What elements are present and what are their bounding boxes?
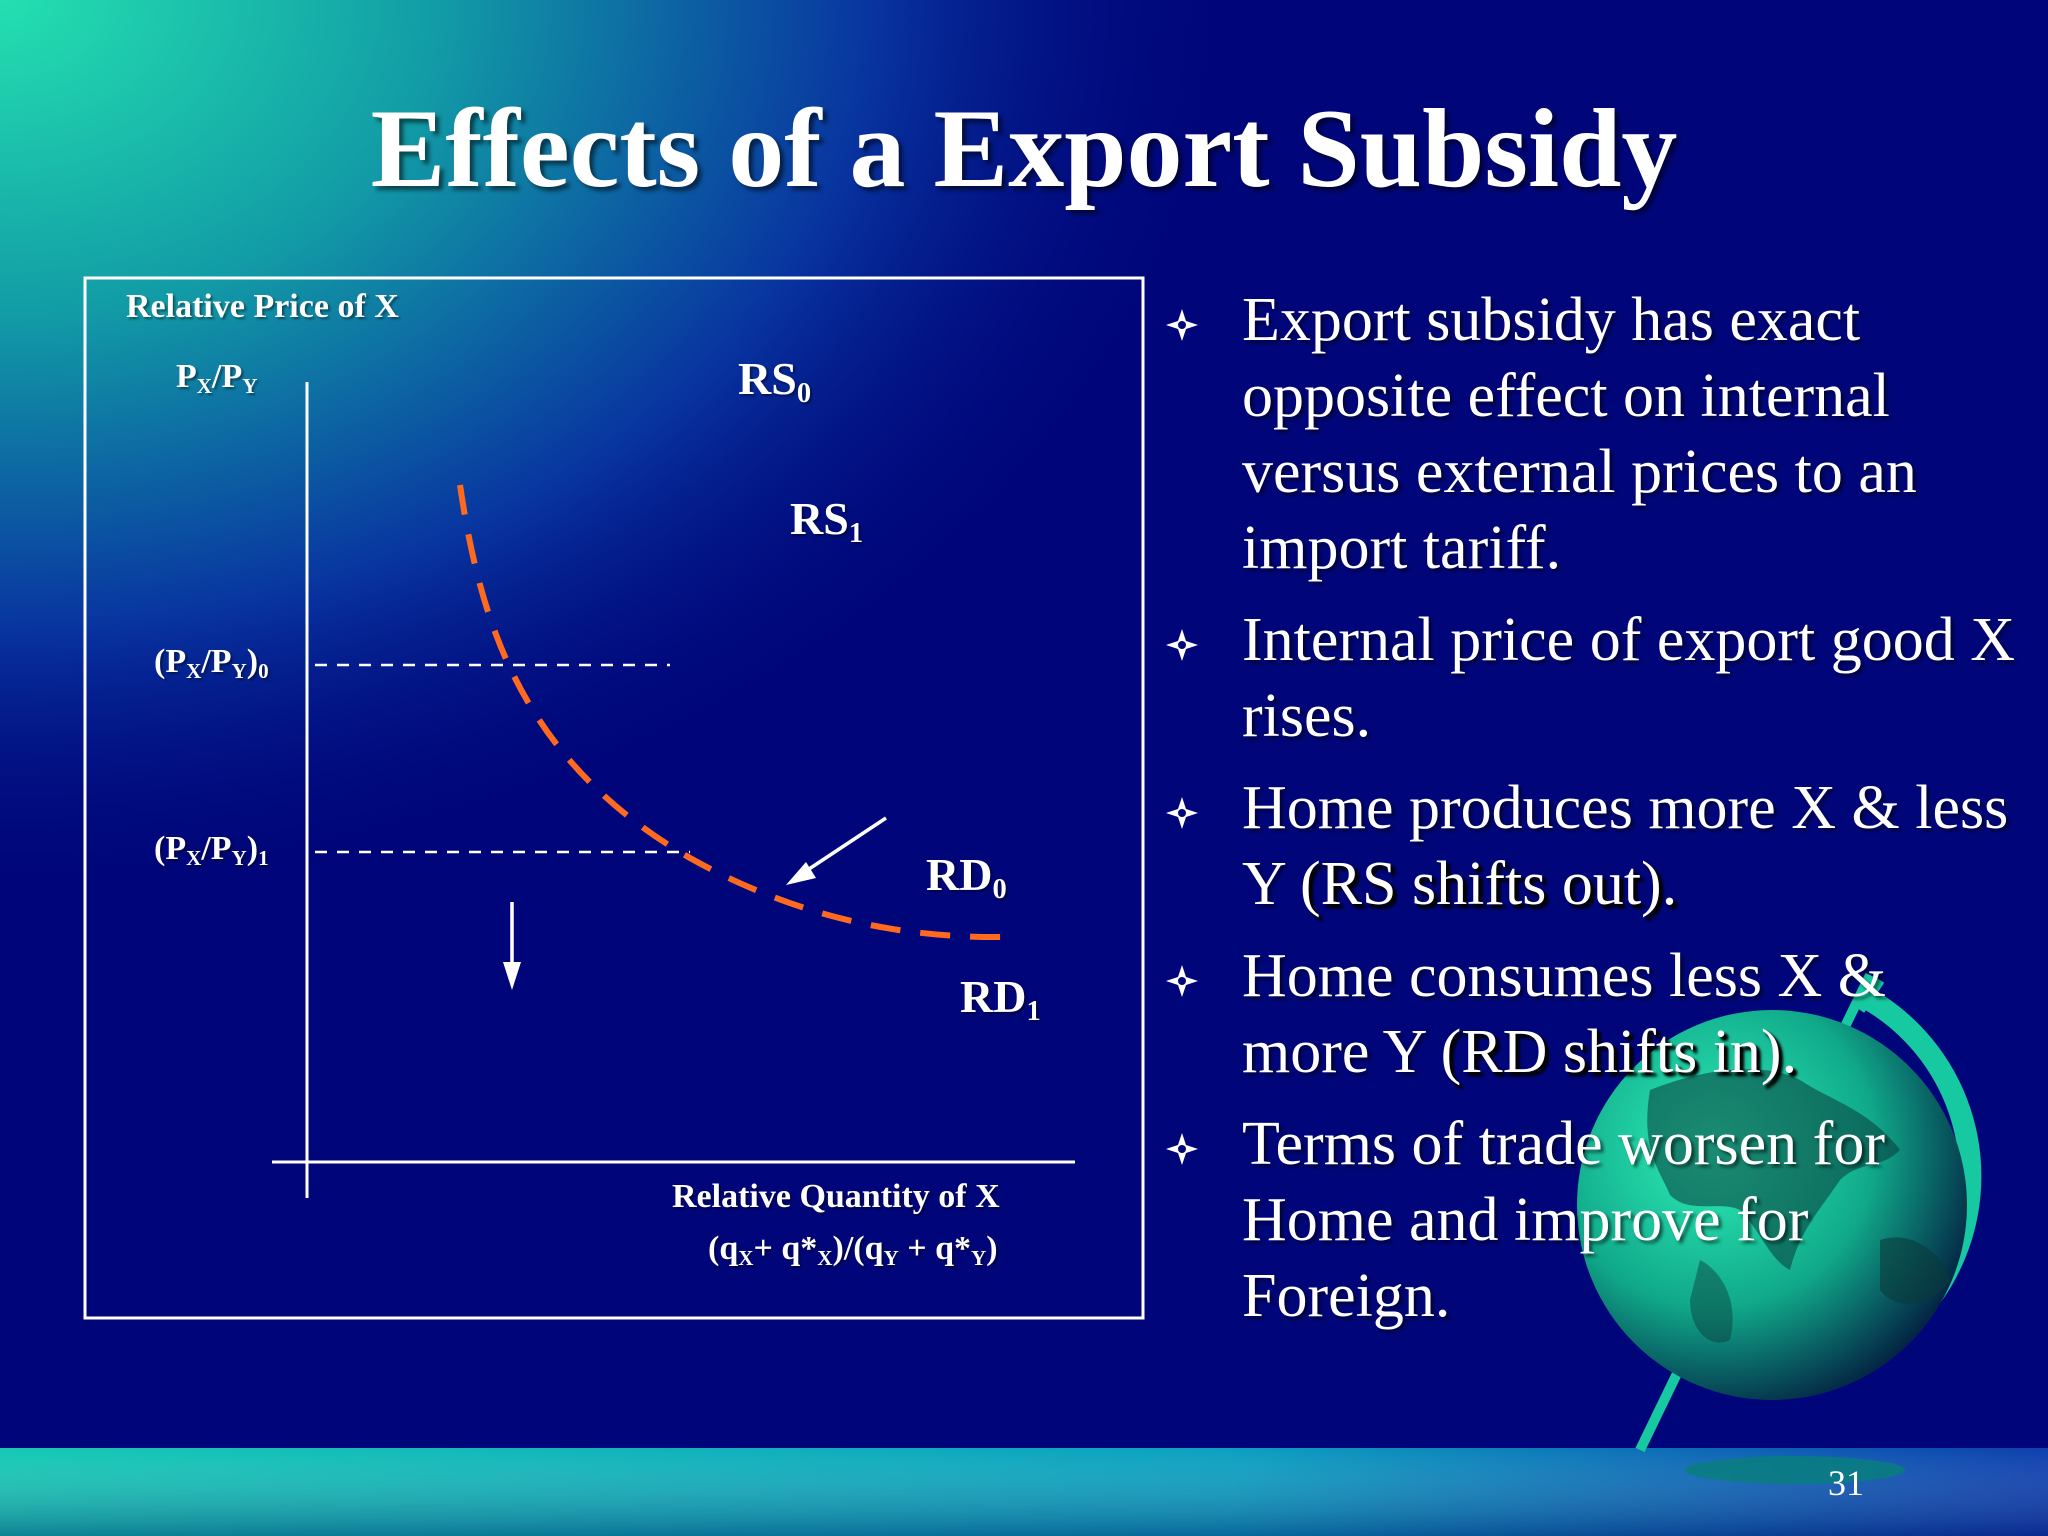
- bullet-item: Home consumes less X & more Y (RD shifts…: [1160, 938, 2020, 1090]
- bullet-item: Terms of trade worsen for Home and impro…: [1160, 1106, 2020, 1334]
- bullet-item: Export subsidy has exact opposite effect…: [1160, 282, 2020, 586]
- price-0-label: (PX/PY)0: [154, 643, 269, 683]
- bullet-emphasis: (RD shifts in).: [1440, 1018, 1798, 1086]
- y-axis-label: Relative Price of X: [126, 288, 399, 325]
- bullet-text: Home consumes less X & more Y: [1242, 942, 1887, 1086]
- relative-demand-curve: [457, 484, 1006, 941]
- bullet-text: Internal price of export good X rises.: [1242, 606, 2016, 750]
- bullet-text: Home produces more X & less Y: [1242, 774, 2009, 918]
- price-down-arrow: [503, 902, 521, 990]
- rd0-label: RD0: [926, 849, 1007, 905]
- diamond-bullet-icon: [1166, 1133, 1198, 1165]
- bullet-list: Export subsidy has exact opposite effect…: [1160, 282, 2020, 1350]
- price-1-label: (PX/PY)1: [154, 830, 269, 870]
- slide-number: 31: [1828, 1463, 1864, 1503]
- bullet-item: Internal price of export good X rises.: [1160, 602, 2020, 754]
- bullet-item: Home produces more X & less Y (RS shifts…: [1160, 770, 2020, 922]
- rd1-label: RD1: [960, 971, 1041, 1027]
- bullet-text: Terms of trade worsen for Home and impro…: [1242, 1110, 1885, 1330]
- slide-title: Effects of a Export Subsidy: [370, 87, 1678, 211]
- x-axis-formula: (qX+ q*X)/(qY + q*Y): [708, 1230, 998, 1270]
- x-axis-label: Relative Quantity of X: [672, 1178, 1000, 1215]
- bullet-emphasis: (RS shifts out).: [1299, 850, 1678, 918]
- rs1-label: RS1: [790, 493, 864, 549]
- bullet-text: Export subsidy has exact opposite effect…: [1242, 286, 1917, 582]
- globe-icon: [1577, 972, 1982, 1484]
- diamond-bullet-icon: [1166, 309, 1198, 341]
- diagram-frame: [83, 276, 1145, 1320]
- rs0-label: RS0: [738, 353, 812, 409]
- shift-arrow-pointer: [786, 816, 887, 885]
- diamond-bullet-icon: [1166, 797, 1198, 829]
- diamond-bullet-icon: [1166, 629, 1198, 661]
- y-axis-symbol: PX/PY: [176, 358, 258, 398]
- diamond-bullet-icon: [1166, 965, 1198, 997]
